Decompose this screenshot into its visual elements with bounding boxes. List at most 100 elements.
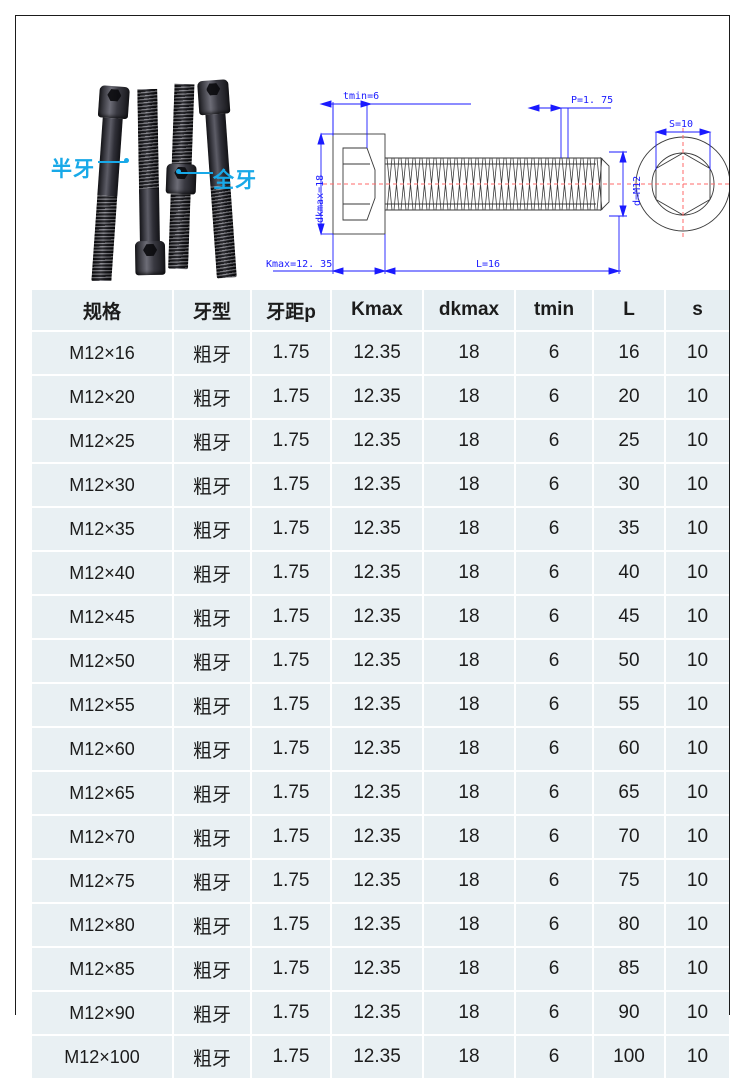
cell-l: 65 <box>593 771 666 816</box>
cell-spec: M12×50 <box>32 639 174 684</box>
cell-kmax: 12.35 <box>331 991 424 1036</box>
cell-s: 10 <box>665 1035 729 1080</box>
cell-l: 25 <box>593 419 666 464</box>
cell-s: 10 <box>665 639 729 684</box>
full-thread-leader-dot <box>176 169 181 174</box>
cell-kmax: 12.35 <box>331 859 424 904</box>
cell-kmax: 12.35 <box>331 683 424 728</box>
cell-kmax: 12.35 <box>331 639 424 684</box>
cell-tmin: 6 <box>515 639 594 684</box>
bolt-thread <box>168 193 191 270</box>
cell-kmax: 12.35 <box>331 331 424 376</box>
cell-s: 10 <box>665 419 729 464</box>
bolt-thread <box>210 185 237 279</box>
cell-dkmax: 18 <box>423 419 516 464</box>
cell-pitch: 1.75 <box>251 815 332 860</box>
cell-spec: M12×80 <box>32 903 174 948</box>
cell-type: 粗牙 <box>173 639 252 684</box>
col-header-kmax: Kmax <box>331 290 424 332</box>
cell-dkmax: 18 <box>423 903 516 948</box>
cell-pitch: 1.75 <box>251 639 332 684</box>
table-row: M12×45 粗牙 1.75 12.35 18 6 45 10 <box>32 595 729 640</box>
cell-dkmax: 18 <box>423 771 516 816</box>
col-header-type: 牙型 <box>173 290 252 332</box>
cell-kmax: 12.35 <box>331 1035 424 1080</box>
bolt-head <box>165 163 197 195</box>
product-spec-page: 半牙 全牙 <box>15 15 730 1080</box>
dim-d-label: d=M12 <box>632 175 643 206</box>
table-row: M12×50 粗牙 1.75 12.35 18 6 50 10 <box>32 639 729 684</box>
cell-s: 10 <box>665 859 729 904</box>
cell-pitch: 1.75 <box>251 595 332 640</box>
cell-spec: M12×40 <box>32 551 174 596</box>
cell-s: 10 <box>665 727 729 772</box>
full-thread-callout: 全牙 <box>213 164 257 194</box>
hex-socket-icon <box>143 244 157 256</box>
cell-l: 40 <box>593 551 666 596</box>
cell-kmax: 12.35 <box>331 727 424 772</box>
cell-l: 30 <box>593 463 666 508</box>
table-row: M12×30 粗牙 1.75 12.35 18 6 30 10 <box>32 463 729 508</box>
dim-length-label: L=16 <box>476 259 501 270</box>
cell-pitch: 1.75 <box>251 727 332 772</box>
cell-dkmax: 18 <box>423 727 516 772</box>
thread-chamfer <box>600 156 610 212</box>
cell-spec: M12×65 <box>32 771 174 816</box>
cell-type: 粗牙 <box>173 331 252 376</box>
table-row: M12×85 粗牙 1.75 12.35 18 6 85 10 <box>32 947 729 992</box>
cell-tmin: 6 <box>515 991 594 1036</box>
table-row: M12×55 粗牙 1.75 12.35 18 6 55 10 <box>32 683 729 728</box>
col-header-spec: 规格 <box>32 290 174 332</box>
col-header-dkmax: dkmax <box>423 290 516 332</box>
cell-l: 35 <box>593 507 666 552</box>
cell-tmin: 6 <box>515 815 594 860</box>
cell-type: 粗牙 <box>173 595 252 640</box>
cell-dkmax: 18 <box>423 551 516 596</box>
bolt-head <box>197 79 231 116</box>
cell-tmin: 6 <box>515 507 594 552</box>
cell-type: 粗牙 <box>173 947 252 992</box>
cell-l: 80 <box>593 903 666 948</box>
cell-type: 粗牙 <box>173 771 252 816</box>
cell-tmin: 6 <box>515 903 594 948</box>
spec-table-wrap: 规格 牙型 牙距p Kmax dkmax tmin L s M12×16 粗牙 1.… <box>32 290 729 1080</box>
cell-pitch: 1.75 <box>251 991 332 1036</box>
cell-tmin: 6 <box>515 419 594 464</box>
hex-socket-icon <box>206 83 221 96</box>
cell-spec: M12×30 <box>32 463 174 508</box>
cell-s: 10 <box>665 551 729 596</box>
bolt-head <box>134 240 166 276</box>
bolt-thread <box>171 83 195 167</box>
table-head: 规格 牙型 牙距p Kmax dkmax tmin L s <box>32 290 729 332</box>
cell-s: 10 <box>665 683 729 728</box>
cell-kmax: 12.35 <box>331 375 424 420</box>
cell-kmax: 12.35 <box>331 947 424 992</box>
cell-tmin: 6 <box>515 859 594 904</box>
cell-type: 粗牙 <box>173 683 252 728</box>
table-row: M12×16 粗牙 1.75 12.35 18 6 16 10 <box>32 331 729 376</box>
spec-table: 规格 牙型 牙距p Kmax dkmax tmin L s M12×16 粗牙 1.… <box>32 290 729 1080</box>
cell-tmin: 6 <box>515 947 594 992</box>
cell-type: 粗牙 <box>173 727 252 772</box>
cell-dkmax: 18 <box>423 859 516 904</box>
cell-pitch: 1.75 <box>251 507 332 552</box>
table-row: M12×80 粗牙 1.75 12.35 18 6 80 10 <box>32 903 729 948</box>
cell-l: 55 <box>593 683 666 728</box>
cell-l: 70 <box>593 815 666 860</box>
cell-type: 粗牙 <box>173 859 252 904</box>
half-thread-leader-dot <box>124 158 129 163</box>
cell-l: 45 <box>593 595 666 640</box>
cell-s: 10 <box>665 771 729 816</box>
bolt-photo: 半牙 全牙 <box>46 56 271 281</box>
table-body: M12×16 粗牙 1.75 12.35 18 6 16 10 M12×20 粗牙 1.75 12.3… <box>32 331 729 1080</box>
cell-l: 90 <box>593 991 666 1036</box>
cell-type: 粗牙 <box>173 903 252 948</box>
cell-spec: M12×100 <box>32 1035 174 1080</box>
cell-dkmax: 18 <box>423 1035 516 1080</box>
table-row: M12×100 粗牙 1.75 12.35 18 6 100 10 <box>32 1035 729 1080</box>
cell-pitch: 1.75 <box>251 947 332 992</box>
cell-pitch: 1.75 <box>251 551 332 596</box>
cell-kmax: 12.35 <box>331 507 424 552</box>
cell-spec: M12×70 <box>32 815 174 860</box>
cell-spec: M12×25 <box>32 419 174 464</box>
